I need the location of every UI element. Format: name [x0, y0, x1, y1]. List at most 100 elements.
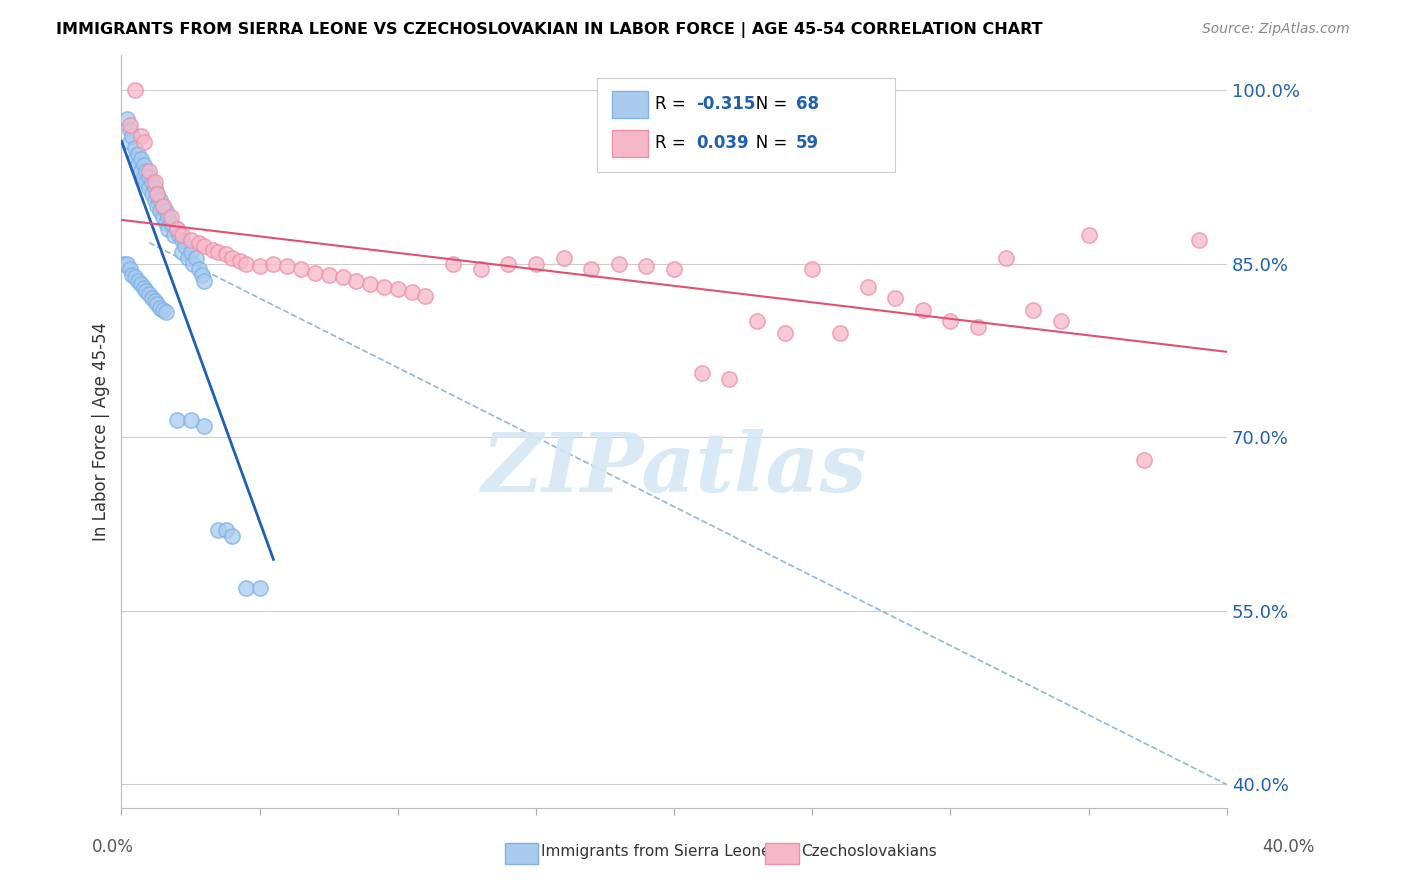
Point	[169, 227, 191, 242]
Point	[235, 256, 257, 270]
Point	[1050, 314, 1073, 328]
Point	[235, 581, 257, 595]
Point	[118, 123, 141, 137]
Point	[187, 262, 209, 277]
Point	[332, 270, 354, 285]
Point	[138, 164, 160, 178]
FancyBboxPatch shape	[612, 91, 648, 119]
Point	[129, 277, 152, 292]
Point	[129, 129, 152, 144]
Point	[118, 118, 141, 132]
Point	[180, 233, 202, 247]
Point	[118, 262, 141, 277]
Point	[249, 581, 271, 595]
FancyBboxPatch shape	[612, 130, 648, 158]
Point	[180, 413, 202, 427]
Point	[124, 270, 146, 285]
Point	[160, 216, 183, 230]
Point	[193, 239, 215, 253]
Point	[152, 302, 174, 317]
Point	[146, 199, 169, 213]
Point	[132, 281, 155, 295]
Point	[149, 301, 172, 315]
Point	[152, 199, 174, 213]
Point	[498, 256, 520, 270]
Text: 59: 59	[796, 134, 818, 153]
Text: N =: N =	[741, 134, 793, 153]
Text: Czechoslovakians: Czechoslovakians	[801, 845, 938, 859]
Point	[166, 221, 188, 235]
Point	[249, 259, 271, 273]
Point	[115, 112, 138, 126]
Point	[187, 235, 209, 250]
Point	[124, 83, 146, 97]
Text: ZIPatlas: ZIPatlas	[481, 429, 868, 509]
Point	[524, 256, 547, 270]
Point	[207, 523, 229, 537]
Point	[146, 187, 169, 202]
Point	[177, 251, 200, 265]
Point	[553, 251, 575, 265]
Text: 0.0%: 0.0%	[91, 838, 134, 856]
Point	[415, 289, 437, 303]
Point	[1022, 302, 1045, 317]
Point	[401, 285, 423, 300]
Point	[135, 176, 157, 190]
Point	[773, 326, 796, 340]
Point	[1188, 233, 1211, 247]
Point	[166, 413, 188, 427]
Point	[304, 266, 326, 280]
Point	[132, 169, 155, 184]
Point	[939, 314, 962, 328]
Text: 68: 68	[796, 95, 818, 113]
Point	[745, 314, 768, 328]
Point	[155, 204, 177, 219]
Point	[118, 135, 141, 149]
Point	[149, 204, 172, 219]
Point	[221, 528, 243, 542]
Point	[157, 211, 180, 225]
Point	[124, 141, 146, 155]
Point	[318, 268, 340, 282]
Point	[1077, 227, 1099, 242]
Point	[141, 176, 163, 190]
Point	[387, 282, 409, 296]
Text: R =: R =	[655, 134, 692, 153]
Point	[127, 274, 149, 288]
Point	[143, 181, 166, 195]
Text: 0.039: 0.039	[696, 134, 749, 153]
Point	[155, 305, 177, 319]
Point	[229, 254, 252, 268]
Point	[138, 286, 160, 301]
Point	[152, 211, 174, 225]
Text: 40.0%: 40.0%	[1263, 838, 1315, 856]
Point	[994, 251, 1017, 265]
Point	[115, 256, 138, 270]
Point	[172, 233, 194, 247]
Point	[184, 251, 207, 265]
Point	[180, 244, 202, 259]
Point	[190, 268, 212, 282]
FancyBboxPatch shape	[596, 78, 896, 172]
Text: -0.315: -0.315	[696, 95, 755, 113]
Point	[157, 221, 180, 235]
Point	[172, 244, 194, 259]
Point	[221, 251, 243, 265]
Text: Immigrants from Sierra Leone: Immigrants from Sierra Leone	[541, 845, 770, 859]
Point	[129, 164, 152, 178]
Y-axis label: In Labor Force | Age 45-54: In Labor Force | Age 45-54	[93, 322, 110, 541]
Point	[884, 291, 907, 305]
Point	[181, 256, 204, 270]
Point	[135, 164, 157, 178]
Point	[146, 187, 169, 202]
Point	[344, 274, 367, 288]
Point	[141, 187, 163, 202]
Point	[112, 256, 135, 270]
Point	[155, 216, 177, 230]
Point	[127, 146, 149, 161]
Text: IMMIGRANTS FROM SIERRA LEONE VS CZECHOSLOVAKIAN IN LABOR FORCE | AGE 45-54 CORRE: IMMIGRANTS FROM SIERRA LEONE VS CZECHOSL…	[56, 22, 1043, 38]
Point	[193, 274, 215, 288]
Text: N =: N =	[741, 95, 793, 113]
Point	[718, 372, 741, 386]
Point	[143, 293, 166, 308]
